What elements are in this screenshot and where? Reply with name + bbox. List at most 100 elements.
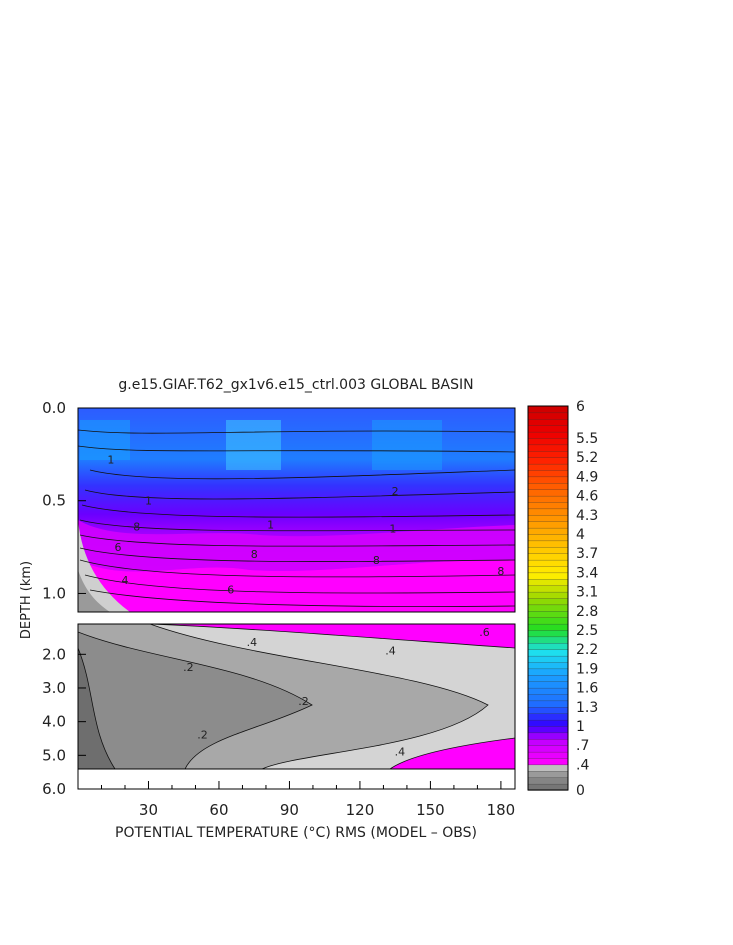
- colorbar-band: [527, 623, 569, 631]
- y-tick-label: 2.0: [42, 645, 66, 663]
- x-tick-label: 180: [487, 801, 516, 819]
- contour-label: .4: [395, 745, 406, 758]
- colorbar-frame: [527, 405, 569, 791]
- surface-patch-3: [372, 420, 442, 470]
- contour-label: .6: [479, 626, 490, 639]
- colorbar-label: 2.5: [576, 623, 598, 639]
- x-tick-label: 120: [346, 801, 375, 819]
- contour-label: 4: [121, 574, 128, 587]
- colorbar-label: 3.4: [576, 565, 598, 581]
- colorbar-label: .4: [576, 757, 589, 773]
- colorbar-band: [527, 738, 569, 746]
- upper-panel: [78, 408, 515, 612]
- colorbar-band: [527, 674, 569, 682]
- colorbar-band: [527, 431, 569, 439]
- colorbar-band: [527, 450, 569, 458]
- colorbar-labels: 6 5.5 5.2 4.9 4.6 4.3 4 3.7 3.4 3.1 2.8 2.5 2.2 1.9 1.…: [576, 399, 598, 799]
- contour-label: .2: [197, 728, 208, 741]
- lower-contours: [78, 624, 515, 769]
- colorbar-band: [527, 495, 569, 503]
- colorbar-band: [527, 725, 569, 734]
- upper-magenta-region: [78, 559, 515, 612]
- colorbar-band: [527, 418, 569, 426]
- contour-label: 6: [114, 541, 121, 554]
- y-tick-label: 4.0: [42, 713, 66, 731]
- lower-magenta-bottom: [390, 738, 515, 769]
- contour-label: 1: [107, 454, 114, 467]
- colorbar-band: [527, 681, 569, 689]
- contour-label: 1: [389, 522, 396, 535]
- colorbar-band: [527, 508, 569, 516]
- colorbar-band: [527, 745, 569, 753]
- colorbar-label: 3.1: [576, 585, 598, 601]
- upper-grey-corner: [78, 520, 130, 612]
- colorbar-band: [527, 489, 569, 497]
- colorbar-band: [527, 783, 569, 791]
- surface-patch-2: [226, 420, 281, 470]
- y-tick-label: 3.0: [42, 679, 66, 697]
- colorbar-band: [527, 463, 569, 471]
- colorbar-band: [527, 732, 569, 740]
- colorbar-band: [527, 476, 569, 484]
- colorbar-band: [527, 591, 569, 599]
- colorbar-label: 1.9: [576, 661, 598, 677]
- contour-label: 2: [392, 485, 399, 498]
- colorbar-band: [527, 713, 569, 721]
- colorbar-band: [527, 706, 569, 714]
- colorbar-band: [527, 757, 569, 766]
- colorbar-band: [527, 405, 569, 414]
- y-tick-label: 1.0: [42, 584, 66, 602]
- colorbar-band: [527, 687, 569, 695]
- colorbar-band: [527, 693, 569, 702]
- colorbar-band: [527, 604, 569, 612]
- colorbar-band: [527, 597, 569, 606]
- colorbar-band: [527, 572, 569, 580]
- colorbar-band: [527, 565, 569, 574]
- colorbar-band: [527, 546, 569, 554]
- colorbar-band: [527, 770, 569, 778]
- y-tick-label: 0.5: [42, 492, 66, 510]
- colorbar-band: [527, 578, 569, 586]
- upper-dark-corner: [78, 570, 110, 612]
- colorbar-band: [527, 668, 569, 676]
- x-ticks: 30 60 90 120 150 180: [100, 781, 516, 819]
- contour-label: 8: [251, 548, 258, 561]
- colorbar-label: 4.9: [576, 469, 598, 485]
- colorbar-band: [527, 649, 569, 657]
- colorbar-label: .7: [576, 738, 589, 754]
- contour-label: 1: [145, 494, 152, 507]
- colorbar-band: [527, 617, 569, 625]
- colorbar-band: [527, 764, 569, 772]
- colorbar-label: 6: [576, 399, 585, 415]
- x-axis-label: POTENTIAL TEMPERATURE (°C) RMS (MODEL – …: [115, 825, 477, 841]
- y-tick-label: 5.0: [42, 746, 66, 764]
- x-tick-label: 150: [416, 801, 445, 819]
- colorbar-band: [527, 642, 569, 650]
- colorbar-band: [527, 469, 569, 478]
- colorbar-band: [527, 521, 569, 529]
- colorbar-band: [527, 437, 569, 446]
- upper-frame: [77, 407, 516, 613]
- colorbar-label: 1.6: [576, 681, 598, 697]
- colorbar-band: [527, 501, 569, 510]
- colorbar-band: [527, 425, 569, 433]
- contour-label: .2: [298, 695, 309, 708]
- contour-label: 8: [133, 520, 140, 533]
- colorbar-label: 0: [576, 783, 585, 799]
- colorbar-band: [527, 559, 569, 567]
- colorbar-label: 1.3: [576, 700, 598, 716]
- lower-empty-band: [77, 768, 516, 790]
- colorbar-label: 5.5: [576, 431, 598, 447]
- colorbar-label: 4.6: [576, 489, 598, 505]
- y-tick-label: 0.0: [42, 399, 66, 417]
- lower-panel: [78, 624, 515, 769]
- surface-patch-1: [80, 420, 130, 460]
- colorbar-label: 2.8: [576, 604, 598, 620]
- colorbar-band: [527, 553, 569, 561]
- x-tick-label: 30: [139, 801, 158, 819]
- colorbar-band: [527, 444, 569, 452]
- lower-contour-labels: .4 .4 .6 .2 .2 .2 .4: [183, 626, 490, 759]
- contour-label: 8: [373, 554, 380, 567]
- colorbar-band: [527, 700, 569, 708]
- contour-label: 6: [227, 583, 234, 596]
